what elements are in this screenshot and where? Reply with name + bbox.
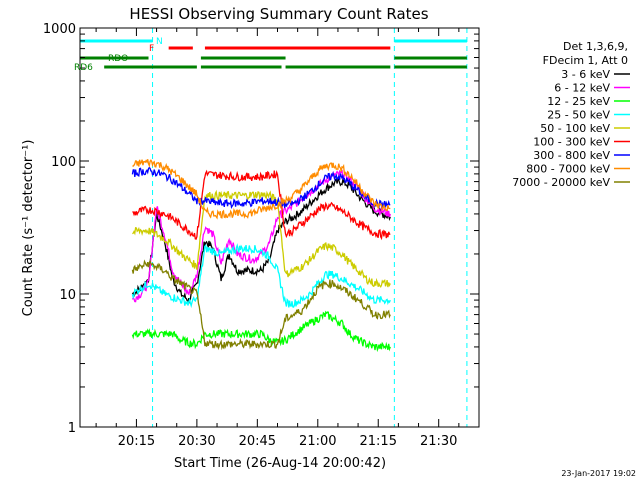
x-tick-label: 20:45 [239,434,276,449]
legend-label: 800 - 7000 keV [526,163,610,176]
series-line-8 [131,259,391,351]
series-line-3 [131,243,391,309]
legend-label: 300 - 800 keV [533,149,610,162]
x-tick-label: 21:15 [360,434,397,449]
plot-frame [79,27,480,428]
series-line-4 [132,189,391,288]
y-tick-label: 1000 [43,22,76,37]
legend-label: 3 - 6 keV [561,68,610,81]
x-tick-label: 20:15 [118,434,155,449]
flag-label-rd6: RD6 [74,63,93,73]
flag-label-rdo: RDO [108,54,128,64]
legend: Det 1,3,6,9, FDecim 1, Att 0 3 - 6 keV6 … [512,40,630,189]
series-line-2 [131,310,391,353]
legend-label: 12 - 25 keV [547,95,610,108]
legend-label: 6 - 12 keV [554,82,610,95]
series-line-7 [132,159,391,220]
series-line-6 [131,166,391,210]
y-tick-label: 1 [68,421,76,436]
y-tick-label: 10 [59,288,76,303]
legend-label: 25 - 50 keV [547,109,610,122]
legend-header-decimation: FDecim 1, Att 0 [543,54,628,67]
footer-date: 23-Jan-2017 19:02 [561,469,636,478]
legend-label: 100 - 300 keV [533,136,610,149]
y-tick-label: 100 [51,155,76,170]
flag-label-f: F [149,44,154,54]
x-tick-label: 21:30 [420,434,457,449]
chart-title: HESSI Observing Summary Count Rates [129,5,428,23]
legend-header-detectors: Det 1,3,6,9, [563,40,628,53]
series-line-0 [131,177,391,304]
legend-label: 50 - 100 keV [540,122,610,135]
x-tick-label: 20:30 [178,434,215,449]
x-tick-label: 21:00 [299,434,336,449]
series-line-5 [132,169,391,241]
flag-label-n: N [156,37,163,47]
y-axis-label: Count Rate (s⁻¹ detector⁻¹) [21,140,36,317]
x-axis-label: Start Time (26-Aug-14 20:00:42) [174,456,386,471]
legend-label: 7000 - 20000 keV [512,176,610,189]
